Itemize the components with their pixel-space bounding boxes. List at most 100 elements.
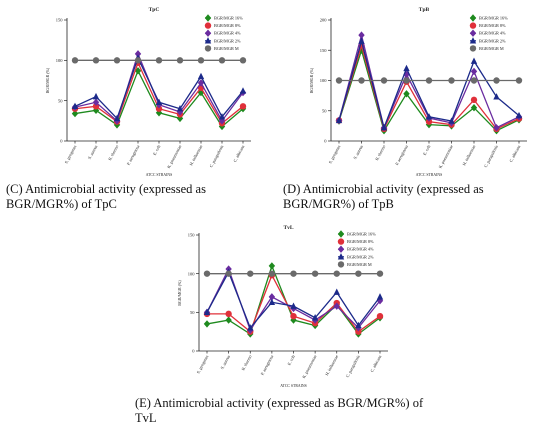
x-tick-label: H. influenzae: [324, 354, 339, 376]
legend-marker: [337, 245, 345, 253]
data-point: [134, 57, 142, 64]
legend-marker: [337, 238, 345, 245]
data-point: [203, 320, 211, 328]
data-point: [425, 77, 433, 84]
data-point: [176, 105, 184, 112]
data-point: [470, 104, 478, 112]
data-point: [515, 111, 523, 119]
x-tick-label: S. pyogenes: [327, 144, 341, 165]
data-point: [311, 270, 319, 277]
legend-label: BGR/MGR 16%: [479, 16, 508, 21]
data-point: [218, 122, 226, 131]
x-tick-label: E. coli: [152, 143, 162, 156]
data-point: [355, 328, 362, 335]
data-point: [333, 288, 340, 295]
legend-marker: [204, 22, 212, 29]
x-tick-label: S. pyogenes: [195, 354, 209, 375]
legend-marker: [469, 14, 477, 22]
data-point: [92, 98, 100, 106]
data-point: [290, 270, 297, 277]
caption-e: (E) Antimicrobial activity (expressed as…: [135, 396, 424, 425]
legend-label: BGR/MGR M: [479, 46, 504, 51]
chart-tpc: TpC 0 50 100 150 BGR/MGR (%) S. pyogenes S. aur…: [45, 7, 251, 177]
series-group: [71, 54, 247, 122]
data-point: [403, 77, 410, 84]
data-point: [155, 57, 163, 64]
legend-label: BGR/MGR 2%: [347, 254, 374, 259]
legend-marker: [469, 37, 477, 44]
data-point: [355, 270, 362, 277]
x-tick-label: H. influenzae: [188, 144, 203, 166]
legend-marker: [337, 253, 345, 260]
x-tick-label: P. aeruginosa: [259, 354, 274, 376]
legend-marker: [469, 29, 477, 37]
legend-label: BGR/MGR M: [347, 262, 372, 267]
data-point: [358, 77, 365, 84]
legend-label: BGR/MGR 4%: [347, 247, 374, 252]
data-point: [113, 121, 121, 129]
legend-label: BGR/MGR 16%: [347, 232, 376, 237]
data-point: [376, 293, 384, 300]
y-axis-label: BGR/MGR (%): [45, 67, 50, 93]
x-tick-label: K. pneumoniae: [166, 144, 182, 169]
chart-title: TpC: [149, 7, 160, 13]
x-tick-label: S. pyogenes: [63, 144, 77, 165]
data-point: [358, 46, 365, 54]
data-point: [470, 77, 478, 84]
data-point: [247, 324, 254, 331]
y-tick-label: 0: [324, 139, 327, 144]
x-tick-label: B. thermo: [107, 144, 119, 161]
data-point: [134, 67, 142, 75]
data-point: [333, 270, 340, 277]
y-tick-label: 100: [188, 271, 196, 276]
y-tick-label: 150: [56, 18, 64, 23]
data-point: [268, 293, 276, 301]
x-tick-label: S. aureus: [352, 144, 364, 160]
data-point: [176, 114, 184, 123]
legend-label: BGR/MGR 8%: [347, 239, 374, 244]
y-tick-label: 50: [322, 108, 327, 113]
legend-label: BGR/MGR 4%: [479, 31, 506, 36]
legend-label: BGR/MGR 16%: [214, 16, 243, 21]
data-point: [71, 109, 79, 118]
y-tick-label: 50: [190, 310, 195, 315]
y-tick-label: 0: [192, 349, 195, 354]
data-point: [176, 108, 184, 116]
data-point: [197, 72, 205, 80]
x-tick-label: C. parapsilosis: [483, 144, 499, 168]
data-point: [448, 117, 455, 124]
data-point: [403, 64, 410, 72]
y-axis-label: BGR/MGR (%): [177, 280, 182, 306]
data-point: [268, 298, 276, 305]
x-tick-label: K. pneumoniae: [301, 354, 317, 379]
legend-label: BGR/MGR 2%: [479, 38, 506, 43]
data-point: [470, 57, 478, 64]
data-point: [225, 316, 232, 324]
data-point: [218, 57, 226, 64]
data-point: [333, 302, 340, 310]
data-point: [493, 123, 500, 132]
series-group: [203, 270, 384, 277]
legend-marker: [204, 29, 212, 37]
data-point: [376, 313, 384, 320]
x-tick-label: P. aeruginosa: [126, 144, 141, 166]
chart-title: TvL: [283, 225, 293, 231]
chart-tpb: TpB 0 50 100 150 200 BGR/MGR (%) S. pyogenes S. …: [309, 7, 527, 177]
legend-label: BGR/MGR 8%: [214, 23, 241, 28]
data-point: [247, 270, 254, 277]
y-tick-label: 50: [58, 98, 63, 103]
data-point: [92, 92, 100, 100]
data-point: [335, 116, 343, 124]
legend-marker: [204, 45, 212, 52]
data-point: [335, 77, 343, 84]
data-point: [155, 109, 163, 117]
y-tick-label: 100: [56, 58, 64, 63]
legend-marker: [469, 22, 477, 29]
legend-label: BGR/MGR M: [214, 46, 239, 51]
data-point: [218, 113, 226, 120]
data-point: [493, 93, 500, 100]
data-point: [155, 105, 163, 112]
y-axis-label: BGR/MGR (%): [309, 67, 314, 93]
data-point: [376, 270, 384, 277]
data-point: [155, 98, 163, 105]
